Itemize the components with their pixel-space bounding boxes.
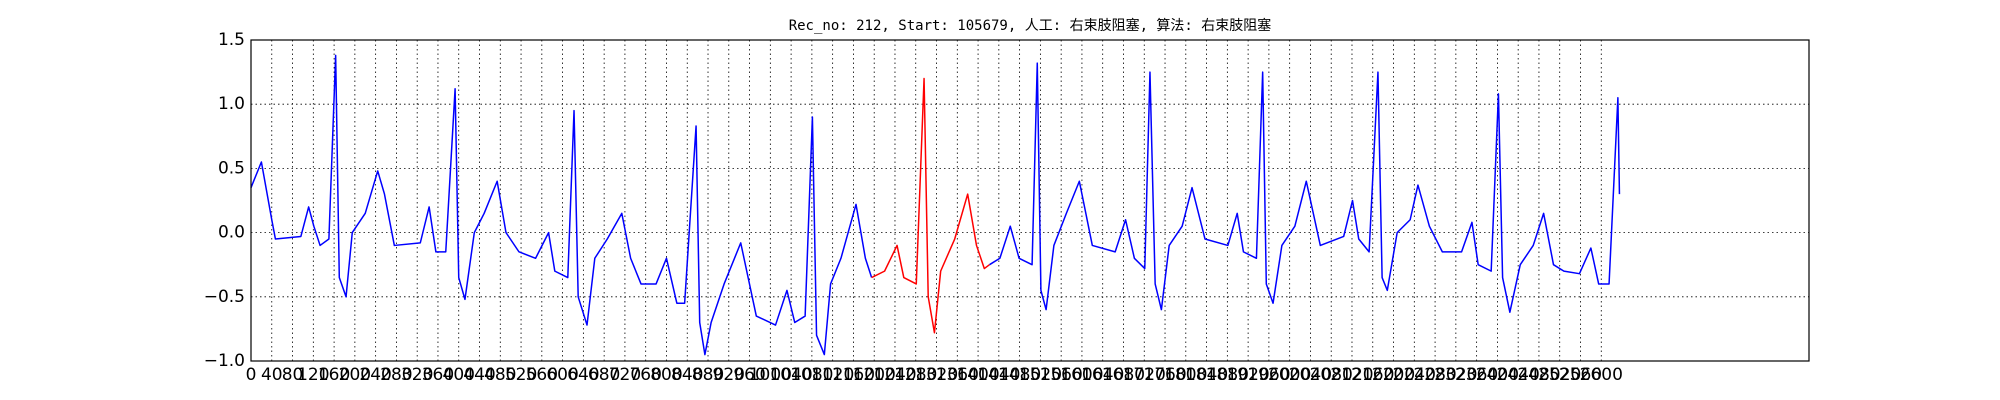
x-tick-label: 2520 [1538, 365, 1581, 385]
x-tick-label: 1560 [1040, 365, 1083, 385]
x-tick-label: 680 [588, 365, 620, 385]
x-tick-label: 920 [713, 365, 745, 385]
x-tick-label: 720 [609, 365, 641, 385]
x-tick-label: 2240 [1393, 365, 1436, 385]
x-tick-label: 2320 [1434, 365, 1477, 385]
x-tick-label: 1320 [915, 365, 958, 385]
x-tick-label: 1240 [873, 365, 916, 385]
x-tick-label: 880 [692, 365, 724, 385]
x-tick-label: 120 [297, 365, 329, 385]
x-tick-label: 2280 [1413, 365, 1456, 385]
x-tick-label: 1440 [977, 365, 1020, 385]
x-tick-label: 600 [546, 365, 578, 385]
x-tick-label: 2040 [1289, 365, 1332, 385]
x-tick-label: 1400 [956, 365, 999, 385]
x-tick-label: 1680 [1102, 365, 1145, 385]
x-tick-label: 240 [359, 365, 391, 385]
x-tick-label: 1480 [998, 365, 1041, 385]
x-tick-label: 1160 [832, 365, 875, 385]
x-tick-label: 1720 [1123, 365, 1166, 385]
x-tick-label: 2480 [1517, 365, 1560, 385]
x-tick-label: 2120 [1330, 365, 1373, 385]
x-tick-label: 2440 [1497, 365, 1540, 385]
x-tick-label: 1840 [1185, 365, 1228, 385]
x-tick-label: 320 [401, 365, 433, 385]
x-tick-label: 2560 [1559, 365, 1602, 385]
y-tick-label: 0.5 [218, 158, 245, 178]
x-tick-label: 2200 [1372, 365, 1415, 385]
y-tick-label: −0.5 [204, 287, 245, 307]
x-tick-label: 2000 [1268, 365, 1311, 385]
x-tick-label: 1880 [1206, 365, 1249, 385]
x-tick-label: 0 [246, 365, 257, 385]
x-tick-label: 1600 [1060, 365, 1103, 385]
y-tick-label: 1.5 [218, 30, 245, 50]
y-tick-label: 1.0 [218, 94, 245, 114]
x-tick-label: 2600 [1580, 365, 1623, 385]
x-tick-label: 360 [422, 365, 454, 385]
x-tick-label: 2400 [1476, 365, 1519, 385]
x-tick-label: 1200 [853, 365, 896, 385]
x-tick-label: 1040 [769, 365, 812, 385]
x-tick-label: 800 [650, 365, 682, 385]
x-tick-label: 1760 [1143, 365, 1186, 385]
x-tick-label: 640 [567, 365, 599, 385]
x-tick-label: 1080 [790, 365, 833, 385]
x-tick-label: 40 [261, 365, 283, 385]
x-tick-label: 480 [484, 365, 516, 385]
x-tick-label: 960 [733, 365, 765, 385]
line-series [250, 54, 1621, 356]
x-tick-label: 280 [380, 365, 412, 385]
chart-title: Rec_no: 212, Start: 105679, 人工: 右束肢阻塞, 算… [789, 17, 1272, 34]
x-tick-label: 1800 [1164, 365, 1207, 385]
x-tick-label: 2160 [1351, 365, 1394, 385]
x-tick-label: 760 [629, 365, 661, 385]
x-tick-label: 1120 [811, 365, 854, 385]
x-tick-label: 80 [282, 365, 304, 385]
x-tick-label: 160 [318, 365, 350, 385]
y-tick-label: 0.0 [218, 223, 245, 243]
x-tick-label: 1920 [1226, 365, 1269, 385]
x-tick-label: 1000 [749, 365, 792, 385]
x-tick-label: 1960 [1247, 365, 1290, 385]
y-tick-label: −1.0 [204, 351, 245, 371]
x-tick-label: 440 [463, 365, 495, 385]
line-series [871, 77, 990, 334]
x-tick-label: 1520 [1019, 365, 1062, 385]
x-tick-label: 2360 [1455, 365, 1498, 385]
x-tick-label: 2080 [1310, 365, 1353, 385]
x-tick-label: 520 [505, 365, 537, 385]
plot-frame [250, 39, 1810, 362]
x-tick-label: 1360 [936, 365, 979, 385]
x-tick-label: 1640 [1081, 365, 1124, 385]
x-tick-label: 560 [526, 365, 558, 385]
x-tick-label: 840 [671, 365, 703, 385]
x-tick-label: 1280 [894, 365, 937, 385]
x-tick-label: 200 [339, 365, 371, 385]
x-tick-label: 400 [443, 365, 475, 385]
